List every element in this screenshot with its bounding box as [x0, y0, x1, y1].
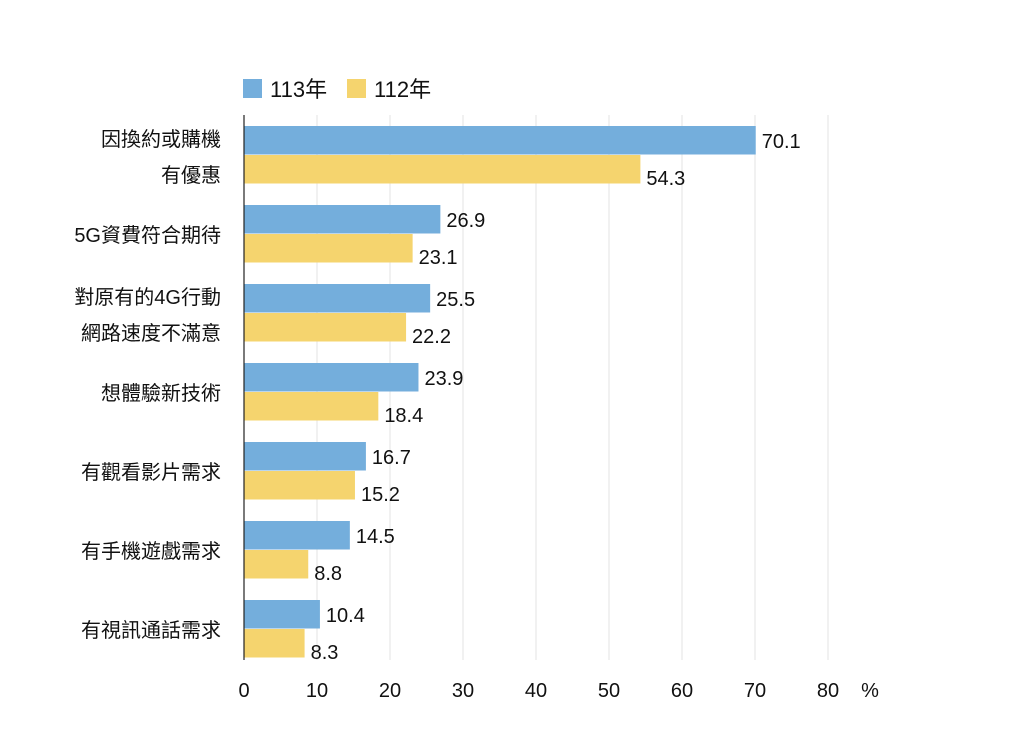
- bar: [244, 600, 320, 629]
- data-label: 14.5: [356, 526, 395, 548]
- x-tick-label: 40: [525, 680, 547, 702]
- bar: [244, 313, 407, 342]
- category-label: 有觀看影片需求: [81, 461, 221, 484]
- category-label: 有手機遊戲需求: [81, 540, 221, 563]
- x-tick-label: 60: [671, 680, 693, 702]
- data-label: 16.7: [372, 447, 411, 469]
- data-label: 8.8: [314, 563, 342, 585]
- legend-swatch: [243, 79, 262, 98]
- data-label: 25.5: [436, 289, 475, 311]
- data-label: 70.1: [762, 131, 801, 153]
- x-unit-label: %: [861, 680, 879, 702]
- x-tick-label: 0: [238, 680, 249, 702]
- bar: [244, 521, 350, 550]
- bar: [244, 155, 641, 184]
- bar: [244, 550, 309, 579]
- data-label: 15.2: [361, 484, 400, 506]
- bar: [244, 205, 441, 234]
- bar: [244, 126, 756, 155]
- category-label: 對原有的4G行動: [74, 286, 221, 309]
- bar: [244, 442, 366, 471]
- data-label: 8.3: [311, 642, 339, 664]
- data-label: 23.9: [424, 368, 463, 390]
- bar: [244, 392, 379, 421]
- category-label: 有視訊通話需求: [81, 619, 221, 642]
- data-label: 22.2: [412, 326, 451, 348]
- data-label: 54.3: [646, 168, 685, 190]
- x-tick-label: 30: [452, 680, 474, 702]
- category-label: 網路速度不滿意: [81, 322, 221, 345]
- data-label: 26.9: [446, 210, 485, 232]
- bar: [244, 234, 413, 263]
- bar: [244, 284, 431, 313]
- legend-label: 112年: [374, 77, 431, 102]
- x-tick-label: 10: [306, 680, 328, 702]
- x-tick-label: 80: [817, 680, 839, 702]
- data-label: 10.4: [326, 605, 365, 627]
- x-tick-label: 70: [744, 680, 766, 702]
- bar: [244, 471, 355, 500]
- category-label: 因換約或購機: [101, 128, 221, 151]
- x-tick-label: 20: [379, 680, 401, 702]
- data-label: 18.4: [384, 405, 423, 427]
- legend-label: 113年: [270, 77, 327, 102]
- category-label: 有優惠: [161, 164, 221, 187]
- legend-swatch: [347, 79, 366, 98]
- x-tick-label: 50: [598, 680, 620, 702]
- category-label: 想體驗新技術: [101, 382, 221, 405]
- data-label: 23.1: [419, 247, 458, 269]
- bar: [244, 629, 305, 658]
- category-label: 5G資費符合期待: [74, 224, 221, 247]
- bar: [244, 363, 419, 392]
